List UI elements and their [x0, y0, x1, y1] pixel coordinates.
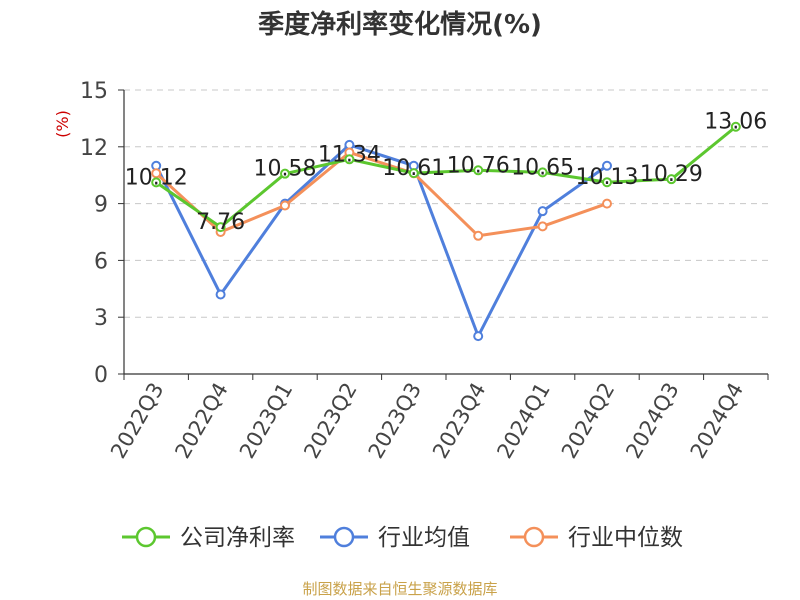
legend-marker: [523, 526, 545, 548]
data-point: [602, 177, 612, 188]
y-axis-label: (%): [53, 110, 72, 138]
series-line: [155, 125, 737, 229]
x-tick-label: 2023Q3: [364, 379, 426, 463]
data-point: [215, 289, 226, 300]
data-point: [537, 167, 548, 178]
legend-marker: [333, 526, 355, 548]
data-point: [151, 177, 162, 188]
data-label: 10.65: [511, 155, 574, 180]
data-label: 10.29: [640, 162, 703, 187]
data-label: 13.06: [704, 110, 767, 135]
data-label: 11.34: [318, 142, 381, 167]
data-point: [473, 331, 484, 342]
legend-label: 公司净利率: [180, 525, 295, 551]
x-tick-label: 2023Q4: [428, 379, 490, 463]
data-point: [537, 221, 548, 232]
x-tick-label: 2022Q4: [170, 379, 232, 463]
y-tick-label: 12: [80, 136, 108, 161]
data-label: 10.61: [382, 156, 445, 181]
y-tick-label: 0: [94, 363, 108, 388]
legend-label: 行业均值: [378, 525, 470, 551]
series-0: [151, 121, 741, 233]
x-tick-label: 2024Q4: [686, 379, 748, 463]
x-tick-label: 2024Q1: [492, 379, 554, 463]
legend-marker: [135, 526, 157, 548]
data-point: [280, 200, 290, 211]
legend-item: 行业均值: [320, 525, 470, 551]
legend-label: 行业中位数: [568, 525, 683, 551]
chart-title: 季度净利率变化情况(%): [258, 10, 542, 40]
legend-item: 公司净利率: [122, 525, 295, 551]
x-tick-label: 2024Q2: [557, 379, 619, 463]
series-2: [151, 147, 612, 241]
series-line: [154, 143, 608, 338]
data-point: [666, 174, 677, 185]
data-label: 10.58: [254, 157, 317, 182]
data-point: [730, 121, 741, 132]
x-tick-label: 2022Q3: [106, 379, 168, 463]
data-point: [473, 230, 484, 241]
source-note: 制图数据来自恒生聚源数据库: [302, 580, 498, 598]
legend-item: 行业中位数: [510, 525, 683, 551]
x-tick-label: 2023Q2: [299, 379, 361, 463]
data-point: [408, 168, 419, 179]
y-tick-label: 3: [94, 306, 108, 331]
data-point: [602, 198, 612, 209]
data-point: [344, 154, 355, 165]
data-point: [151, 168, 162, 179]
data-point: [602, 160, 612, 171]
x-tick-label: 2023Q1: [235, 379, 297, 463]
y-tick-label: 9: [94, 193, 108, 218]
x-tick-label: 2024Q3: [621, 379, 683, 463]
series-line: [155, 150, 608, 238]
data-point: [473, 165, 484, 176]
data-point: [537, 206, 548, 217]
data-label: 10.12: [125, 165, 188, 190]
y-tick-label: 6: [94, 249, 108, 274]
data-label: 10.13: [576, 165, 639, 190]
data-label: 7.76: [196, 210, 245, 235]
data-point: [280, 168, 290, 179]
data-point: [215, 222, 226, 233]
y-tick-label: 15: [80, 79, 108, 104]
data-label: 10.76: [447, 153, 510, 178]
series-1: [151, 139, 612, 342]
